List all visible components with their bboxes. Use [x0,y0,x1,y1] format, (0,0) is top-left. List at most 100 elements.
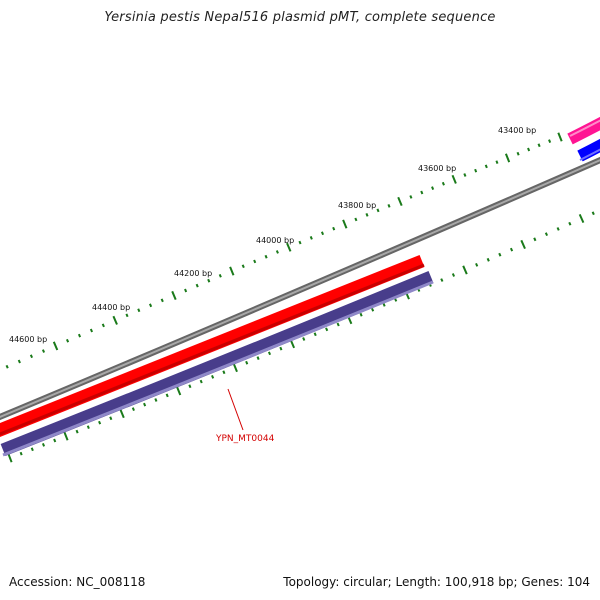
outer-ring-major-tick [342,219,348,229]
outer-ring-minor-tick [387,204,391,208]
inner-ring-major-tick [119,409,125,419]
inner-ring-minor-tick [19,451,23,456]
summary-text: Topology: circular; Length: 100,918 bp; … [283,575,590,589]
gene-blue-shade [579,148,600,161]
outer-ring-minor-tick [420,190,424,195]
inner-ring-minor-tick [533,237,537,242]
outer-ring-minor-tick [320,231,325,236]
outer-ring-minor-tick [431,186,435,190]
outer-tick-ring [5,132,563,369]
outer-ring-minor-tick [548,139,552,143]
inner-ring-major-tick [232,363,238,373]
outer-ring-minor-tick [101,323,105,328]
inner-ring-major-tick [520,239,526,250]
inner-ring-minor-tick [475,263,479,267]
tick-label-44400: 44400 bp [92,303,130,312]
outer-ring-minor-tick [207,278,211,283]
inner-ring-minor-tick [256,356,260,360]
tick-label-44000: 44000 bp [256,236,294,245]
inner-ring-minor-tick [109,416,113,421]
inner-ring-minor-tick [556,227,560,231]
outer-ring-minor-tick [516,151,520,156]
inner-ring-minor-tick [440,278,444,282]
outer-ring-minor-tick [495,160,499,164]
tick-label-44600: 44600 bp [9,335,47,344]
inner-ring-minor-tick [279,346,283,351]
outer-ring-minor-tick [160,298,164,303]
gene-blue-bar[interactable] [577,138,600,162]
outer-ring-minor-tick [29,354,34,359]
outer-ring-major-tick [504,153,511,163]
tick-label-43600: 43600 bp [418,164,456,173]
gene-forward-bar[interactable] [0,254,425,438]
inner-ring-minor-tick [591,211,595,216]
outer-ring-minor-tick [148,303,153,308]
outer-ring-minor-tick [218,274,222,278]
inner-ring-major-tick [175,386,182,396]
inner-ring-minor-tick [30,447,34,452]
inner-ring-minor-tick [154,398,158,402]
inner-ring-minor-tick [98,420,102,425]
outer-ring-minor-tick [184,288,188,293]
backbone-highlight [0,159,600,418]
outer-ring-minor-tick [5,364,9,369]
inner-ring-major-tick [578,213,585,224]
inner-ring-minor-tick [75,429,79,434]
inner-ring-minor-tick [359,312,363,317]
inner-ring-minor-tick [544,232,549,237]
outer-ring-minor-tick [463,173,467,177]
outer-ring-major-tick [397,196,403,206]
outer-ring-minor-tick [441,181,445,186]
tick-label-43800: 43800 bp [338,201,376,210]
outer-ring-minor-tick [17,359,21,364]
outer-ring-minor-tick [275,250,279,254]
gene-forward-shade [0,263,425,436]
outer-ring-minor-tick [354,217,358,222]
outer-ring-minor-tick [241,264,245,269]
outer-ring-major-tick [52,341,59,351]
tick-label-44200: 44200 bp [174,269,212,278]
outer-ring-major-tick [112,315,118,325]
outer-ring-major-tick [286,242,292,252]
gene-reverse-shade [2,280,434,457]
gene-reverse-bar[interactable] [0,270,434,457]
outer-ring-major-tick [451,174,457,184]
outer-ring-minor-tick [77,333,82,338]
outer-ring-minor-tick [309,236,313,240]
outer-ring-minor-tick [298,240,302,245]
inner-ring-minor-tick [41,443,46,447]
outer-ring-minor-tick [41,349,46,353]
inner-ring-minor-tick [371,308,375,312]
inner-ring-minor-tick [509,247,514,252]
inner-ring-minor-tick [486,257,490,262]
inner-ring-minor-tick [382,303,386,307]
map-title: Yersinia pestis Nepal516 plasmid pMT, co… [104,10,496,25]
outer-ring-minor-tick [65,338,70,343]
gene-pink-highlight [569,119,600,137]
inner-ring-minor-tick [53,438,57,443]
inner-ring-minor-tick [302,337,306,341]
outer-ring-major-tick [171,290,177,300]
tick-label-43400: 43400 bp [498,126,536,135]
gene-label-ypn-mt0044[interactable]: YPN_MT0044 [215,434,275,444]
inner-ring-major-tick [63,431,69,441]
inner-ring-minor-tick [188,384,192,389]
outer-ring-major-tick [557,132,563,142]
inner-ring-minor-tick [222,370,226,375]
outer-ring-minor-tick [332,226,336,231]
inner-ring-minor-tick [165,393,169,398]
gene-pink-bar[interactable] [567,116,600,145]
outer-ring-minor-tick [484,164,488,169]
outer-ring-minor-tick [527,147,531,152]
inner-ring-minor-tick [245,360,249,365]
inner-ring-minor-tick [86,425,90,429]
inner-ring-minor-tick [131,407,135,411]
accession-text: Accession: NC_008118 [9,575,146,589]
inner-ring-minor-tick [498,252,502,257]
inner-ring-minor-tick [336,322,340,327]
outer-ring-minor-tick [253,259,257,264]
inner-ring-minor-tick [451,273,456,277]
gene-label-leader [227,388,244,431]
inner-ring-minor-tick [313,332,317,337]
